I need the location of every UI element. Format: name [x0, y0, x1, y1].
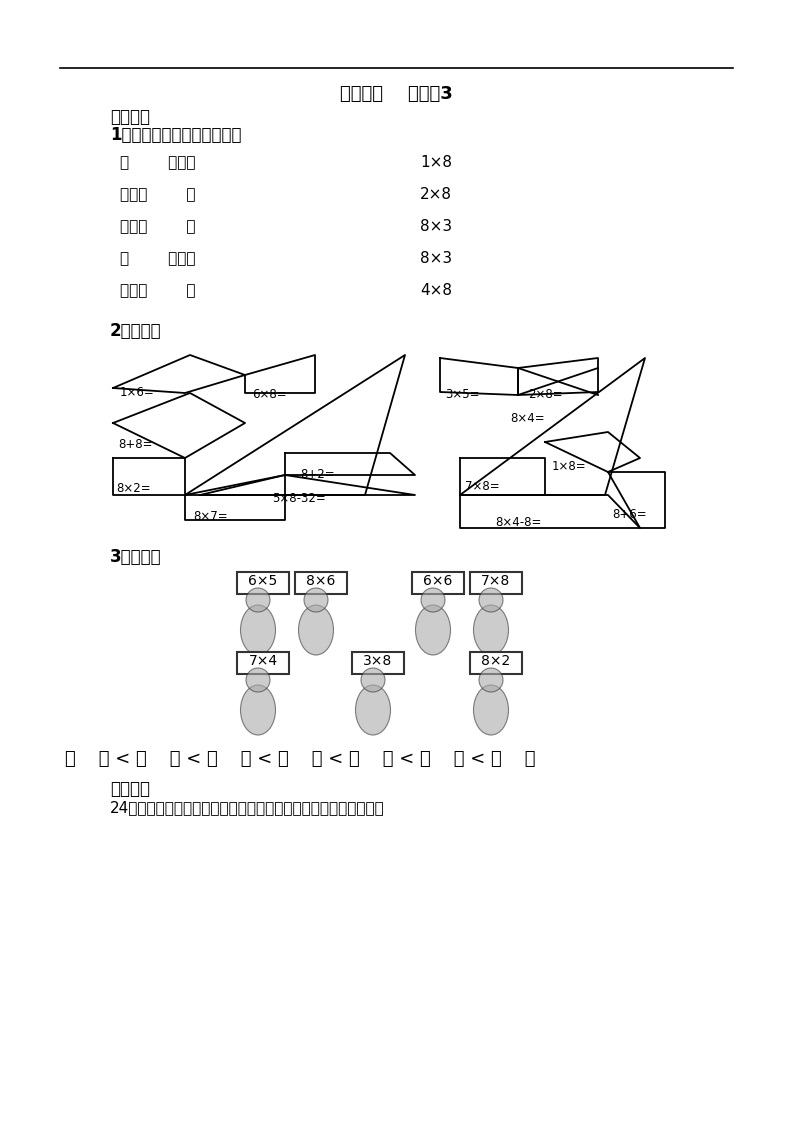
Text: 8×7=: 8×7=	[193, 511, 228, 523]
Text: 第四单元    信息窗3: 第四单元 信息窗3	[339, 85, 452, 103]
Text: 1、把口诀填完整后再连一连: 1、把口诀填完整后再连一连	[110, 126, 242, 144]
Bar	[237, 572, 289, 594]
Text: 8×4=: 8×4=	[510, 412, 545, 425]
Ellipse shape	[473, 605, 508, 655]
Ellipse shape	[473, 686, 508, 735]
Text: 8+8=: 8+8=	[118, 438, 152, 451]
Text: 7×8: 7×8	[481, 574, 511, 588]
Circle shape	[304, 588, 328, 611]
Ellipse shape	[416, 605, 450, 655]
Bar	[412, 572, 464, 594]
Circle shape	[246, 588, 270, 611]
Text: 5×8-32=: 5×8-32=	[272, 493, 326, 505]
Bar	[295, 572, 347, 594]
Bar	[470, 652, 522, 674]
Text: 4×8: 4×8	[420, 283, 452, 298]
Text: （        ）十六: （ ）十六	[120, 155, 196, 171]
Circle shape	[361, 668, 385, 692]
Text: 8×3: 8×3	[420, 251, 452, 266]
Text: 1×8=: 1×8=	[552, 460, 587, 473]
Ellipse shape	[355, 686, 390, 735]
Text: 24个同学站队做操，每行人数相等，可以怎样排队？有几种排法？: 24个同学站队做操，每行人数相等，可以怎样排队？有几种排法？	[110, 800, 385, 815]
Text: 7×8=: 7×8=	[465, 480, 500, 493]
Bar	[352, 652, 404, 674]
Ellipse shape	[240, 605, 275, 655]
Text: 6×8=: 6×8=	[252, 388, 286, 401]
Bar	[237, 652, 289, 674]
Circle shape	[479, 588, 503, 611]
Text: 五八（        ）: 五八（ ）	[120, 219, 196, 234]
Text: 8×2=: 8×2=	[116, 482, 151, 495]
Text: 3×5=: 3×5=	[445, 388, 480, 401]
Text: 6×6: 6×6	[423, 574, 453, 588]
Text: 2×8=: 2×8=	[528, 388, 562, 401]
Circle shape	[479, 668, 503, 692]
Bar	[470, 572, 522, 594]
Text: 三八（        ）: 三八（ ）	[120, 187, 196, 202]
Text: （    ） < （    ） < （    ） < （    ） < （    ） < （    ） < （    ）: （ ） < （ ） < （ ） < （ ） < （ ） < （ ） < （ ）	[65, 749, 535, 767]
Text: 3、排一排: 3、排一排	[110, 548, 162, 565]
Text: 1×8: 1×8	[420, 155, 452, 171]
Text: 3×8: 3×8	[363, 654, 393, 668]
Circle shape	[421, 588, 445, 611]
Text: 2、算一算: 2、算一算	[110, 322, 162, 340]
Text: 7×4: 7×4	[248, 654, 278, 668]
Ellipse shape	[240, 686, 275, 735]
Ellipse shape	[298, 605, 334, 655]
Text: 1×6=: 1×6=	[120, 386, 155, 399]
Text: 8×3: 8×3	[420, 219, 452, 234]
Text: 6×5: 6×5	[248, 574, 278, 588]
Text: 基本练习: 基本练习	[110, 108, 150, 126]
Text: 8×6: 8×6	[306, 574, 335, 588]
Text: （        ）得八: （ ）得八	[120, 251, 196, 266]
Text: 四八（        ）: 四八（ ）	[120, 283, 196, 298]
Text: 8+2=: 8+2=	[300, 468, 335, 481]
Text: 8×2: 8×2	[481, 654, 511, 668]
Circle shape	[246, 668, 270, 692]
Text: 8×4-8=: 8×4-8=	[495, 516, 542, 528]
Text: 拓展练习: 拓展练习	[110, 780, 150, 798]
Text: 8+6=: 8+6=	[612, 508, 646, 521]
Text: 2×8: 2×8	[420, 187, 452, 202]
